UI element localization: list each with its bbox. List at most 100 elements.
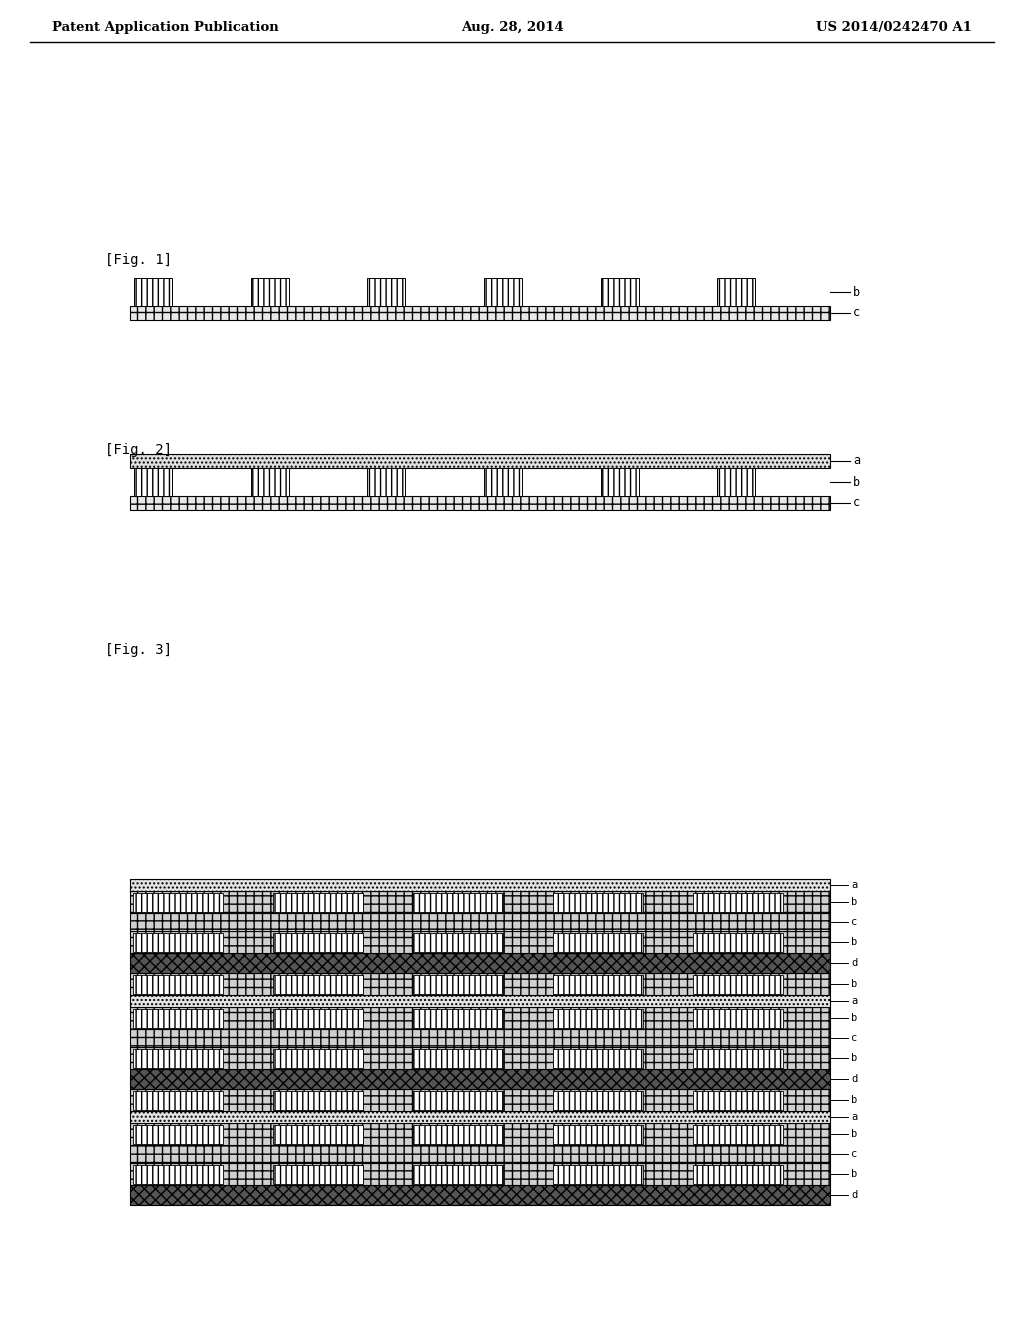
Bar bbox=[130, 1144, 830, 1163]
Bar bbox=[273, 933, 362, 952]
Bar bbox=[413, 1166, 503, 1184]
Text: b: b bbox=[851, 1170, 857, 1179]
Text: b: b bbox=[851, 979, 857, 989]
Text: Aug. 28, 2014: Aug. 28, 2014 bbox=[461, 21, 563, 33]
Text: b: b bbox=[853, 475, 860, 488]
Text: [Fig. 2]: [Fig. 2] bbox=[105, 444, 172, 457]
Text: c: c bbox=[851, 1148, 857, 1159]
Bar bbox=[368, 279, 406, 306]
Bar bbox=[130, 1047, 830, 1069]
Bar bbox=[413, 894, 503, 912]
Bar bbox=[130, 1185, 830, 1205]
Bar bbox=[718, 279, 756, 306]
Bar bbox=[130, 995, 830, 1007]
Bar bbox=[368, 469, 406, 496]
Text: b: b bbox=[851, 1053, 857, 1063]
Bar bbox=[553, 1049, 643, 1068]
Bar bbox=[413, 1049, 503, 1068]
Text: b: b bbox=[853, 285, 860, 298]
Bar bbox=[130, 496, 830, 510]
Bar bbox=[693, 1008, 783, 1028]
Bar bbox=[134, 469, 172, 496]
Bar bbox=[130, 454, 830, 469]
Text: b: b bbox=[851, 937, 857, 946]
Text: b: b bbox=[851, 1096, 857, 1105]
Bar bbox=[130, 1163, 830, 1185]
Text: b: b bbox=[851, 1129, 857, 1139]
Bar bbox=[718, 469, 756, 496]
Bar bbox=[273, 1049, 362, 1068]
Text: d: d bbox=[851, 1074, 857, 1084]
Bar bbox=[273, 1092, 362, 1110]
Bar bbox=[553, 1008, 643, 1028]
Bar bbox=[130, 1007, 830, 1030]
Bar bbox=[130, 1089, 830, 1111]
Bar bbox=[693, 1092, 783, 1110]
Text: a: a bbox=[853, 454, 860, 467]
Bar bbox=[133, 1049, 223, 1068]
Text: b: b bbox=[851, 898, 857, 907]
Text: c: c bbox=[853, 306, 860, 319]
Bar bbox=[553, 1125, 643, 1144]
Bar bbox=[251, 279, 289, 306]
Bar bbox=[484, 279, 522, 306]
Bar bbox=[413, 975, 503, 994]
Bar bbox=[130, 891, 830, 913]
Bar bbox=[273, 894, 362, 912]
Text: d: d bbox=[851, 1191, 857, 1200]
Text: US 2014/0242470 A1: US 2014/0242470 A1 bbox=[816, 21, 972, 33]
Bar bbox=[130, 306, 830, 319]
Text: a: a bbox=[851, 1111, 857, 1122]
Bar bbox=[601, 469, 639, 496]
Bar bbox=[553, 894, 643, 912]
Text: c: c bbox=[851, 917, 857, 927]
Text: [Fig. 1]: [Fig. 1] bbox=[105, 253, 172, 267]
Bar bbox=[693, 1049, 783, 1068]
Bar bbox=[273, 1008, 362, 1028]
Text: Patent Application Publication: Patent Application Publication bbox=[52, 21, 279, 33]
Bar bbox=[693, 1125, 783, 1144]
Bar bbox=[553, 1166, 643, 1184]
Bar bbox=[601, 279, 639, 306]
Bar bbox=[130, 1123, 830, 1144]
Text: b: b bbox=[851, 1012, 857, 1023]
Bar bbox=[693, 933, 783, 952]
Bar bbox=[134, 279, 172, 306]
Bar bbox=[130, 1111, 830, 1123]
Bar bbox=[130, 931, 830, 953]
Bar bbox=[133, 1008, 223, 1028]
Bar bbox=[133, 1092, 223, 1110]
Bar bbox=[413, 1125, 503, 1144]
Bar bbox=[693, 894, 783, 912]
Bar bbox=[413, 1092, 503, 1110]
Text: d: d bbox=[851, 958, 857, 968]
Bar bbox=[273, 1125, 362, 1144]
Text: a: a bbox=[851, 880, 857, 890]
Bar bbox=[273, 975, 362, 994]
Text: a: a bbox=[851, 997, 857, 1006]
Bar bbox=[130, 1030, 830, 1047]
Bar bbox=[133, 1125, 223, 1144]
Bar bbox=[553, 1092, 643, 1110]
Bar bbox=[130, 913, 830, 931]
Bar bbox=[251, 469, 289, 496]
Bar bbox=[130, 973, 830, 995]
Bar bbox=[130, 1069, 830, 1089]
Bar bbox=[553, 933, 643, 952]
Text: c: c bbox=[851, 1034, 857, 1043]
Bar bbox=[413, 933, 503, 952]
Bar bbox=[133, 933, 223, 952]
Bar bbox=[693, 1166, 783, 1184]
Bar bbox=[130, 879, 830, 891]
Text: [Fig. 3]: [Fig. 3] bbox=[105, 643, 172, 657]
Bar bbox=[133, 975, 223, 994]
Bar bbox=[553, 975, 643, 994]
Bar bbox=[130, 953, 830, 973]
Text: c: c bbox=[853, 496, 860, 510]
Bar bbox=[273, 1166, 362, 1184]
Bar bbox=[484, 469, 522, 496]
Bar bbox=[413, 1008, 503, 1028]
Bar bbox=[693, 975, 783, 994]
Bar bbox=[133, 1166, 223, 1184]
Bar bbox=[133, 894, 223, 912]
